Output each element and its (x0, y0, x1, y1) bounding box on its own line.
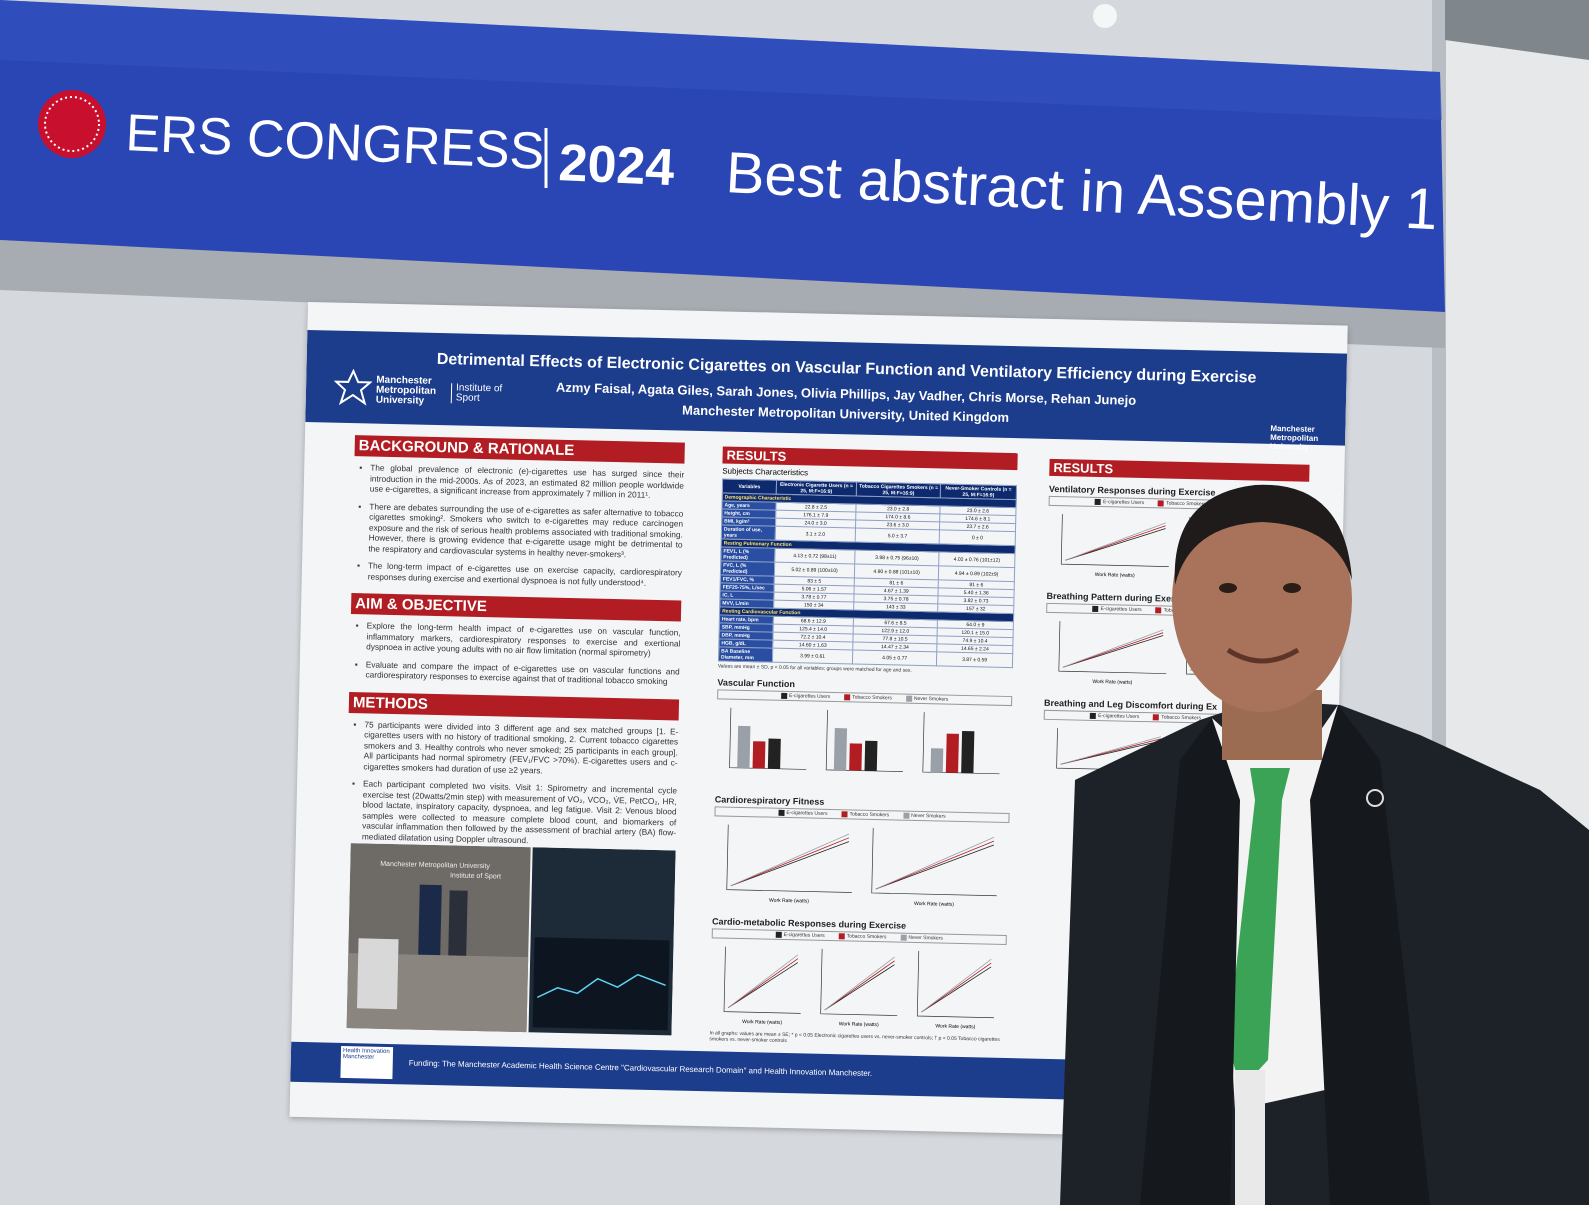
axis (922, 712, 1000, 775)
figure-line (1062, 632, 1164, 668)
figure-bar (864, 740, 878, 772)
chart-figure: Work Rate (watts) Work Rate (watts) Work R… (723, 946, 994, 1030)
ers-logo-ring (44, 96, 100, 152)
figure-bar (752, 741, 766, 769)
axis (825, 709, 903, 772)
lapel-pin (1366, 789, 1384, 807)
chart-figure: Work Rate (watts) Work Rate (watts) (726, 824, 997, 908)
figure-bar (767, 738, 781, 769)
ceiling-light (1093, 4, 1117, 28)
axis (820, 948, 898, 1016)
x-axis-label: Work Rate (watts) (1092, 679, 1132, 686)
figure-line (727, 962, 799, 1009)
middle-column: RESULTS Subjects Characteristics Variabl… (709, 446, 1018, 1049)
figure-line (824, 964, 895, 1011)
figure-line (875, 840, 995, 890)
figure-line (921, 962, 992, 1013)
photo-trace (536, 973, 666, 999)
figure-line (921, 966, 992, 1013)
figure-line (730, 841, 850, 887)
brand-year: 2024 (557, 134, 675, 197)
axis (723, 946, 801, 1014)
ers-logo (38, 90, 106, 158)
lapel (1310, 705, 1430, 1205)
x-axis-label: Work Rate (watts) (742, 1019, 782, 1026)
figure-line (730, 833, 850, 887)
figure-line (730, 837, 850, 887)
figure-line (824, 960, 895, 1011)
photo-logo-unit: Institute of Sport (450, 872, 501, 880)
figure-line (921, 958, 992, 1013)
badge (1235, 1070, 1265, 1205)
figure-line (1065, 525, 1166, 561)
photo-logo: Manchester Metropolitan University (380, 861, 490, 870)
chart-figure (729, 707, 1000, 775)
axis (729, 707, 807, 770)
axis (871, 827, 997, 897)
lapel (1140, 718, 1240, 1205)
x-axis-label: Work Rate (watts) (1095, 572, 1135, 579)
figure-line (1060, 736, 1161, 765)
photo-person (448, 890, 468, 956)
x-axis-label: Work Rate (watts) (769, 898, 809, 905)
figure-line (1065, 528, 1166, 561)
eye (1283, 583, 1301, 593)
hair (1174, 484, 1352, 585)
mmu-logo-icon (333, 368, 373, 406)
method-photos: Manchester Metropolitan University Insti… (346, 843, 676, 1036)
figure-line (727, 954, 799, 1009)
figure-line (1065, 522, 1166, 561)
photo-equipment (356, 938, 399, 1010)
figure-bar (833, 728, 848, 771)
figure-bar (961, 730, 975, 774)
x-axis-label: Work Rate (watts) (839, 1021, 879, 1028)
poster: Manchester Metropolitan University Insti… (289, 302, 1348, 1141)
ceiling (1445, 0, 1589, 60)
face (1172, 488, 1352, 712)
poster-header: Manchester Metropolitan University Insti… (305, 329, 1348, 452)
axis (726, 824, 852, 893)
figure-bar (945, 733, 959, 773)
photo-screen (532, 937, 670, 1031)
figure-line (1062, 629, 1164, 668)
figure-line (1062, 635, 1164, 668)
figure-line (727, 958, 799, 1009)
figure-bar (930, 748, 944, 773)
axis (1058, 621, 1167, 674)
figure-line (824, 956, 895, 1011)
eye (1219, 583, 1237, 593)
photo-person (418, 884, 442, 956)
tie (1228, 768, 1290, 1090)
axis (916, 951, 994, 1019)
banner-shade (0, 0, 1442, 120)
x-axis-label: Work Rate (watts) (935, 1023, 975, 1030)
x-axis-label: Work Rate (watts) (914, 901, 954, 908)
figure-line (875, 844, 994, 890)
figure-line (875, 836, 995, 890)
figure-bar (737, 725, 751, 769)
figure-bar (849, 743, 863, 771)
smile (1226, 647, 1300, 664)
axis (1060, 514, 1169, 567)
